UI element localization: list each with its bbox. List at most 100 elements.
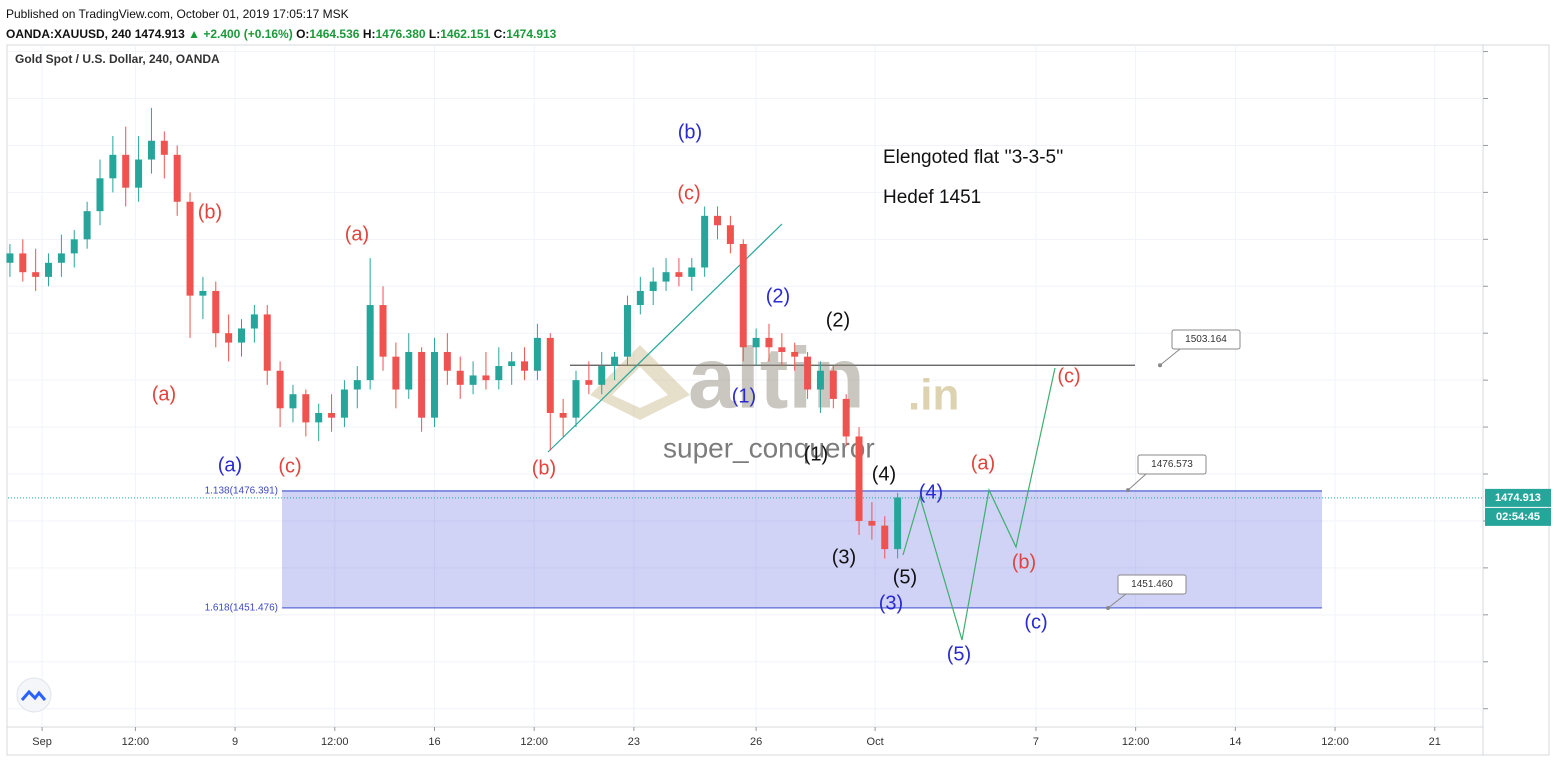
wave-label: (2) [766,285,790,307]
c: 1474.913 [506,27,557,41]
candle-body [135,159,143,188]
candle-body [495,366,503,381]
watermark-suffix: .in [908,371,959,420]
candle-body [688,267,696,277]
candle-body [868,520,876,526]
wave-label: (3) [879,592,903,614]
change: ▲ +2.400 (+0.16%) [188,27,293,41]
candle-body [199,290,207,296]
x-tick-label: 12:00 [1122,736,1150,748]
candle-body [366,305,374,381]
candle-body [623,305,631,357]
candle-body [804,356,812,390]
callout-anchor [1158,363,1162,368]
wave-label: (c) [1057,365,1080,387]
quote-line: OANDA:XAUUSD, 240 1474.913 ▲ +2.400 (+0.… [6,24,556,44]
wave-label: (a) [971,452,995,474]
wave-label: (a) [152,383,176,405]
candle-body [289,394,297,409]
watermark-logo [590,345,690,420]
x-tick-label: 23 [628,736,640,748]
x-tick-label: 12:00 [1321,736,1349,748]
frame [6,44,1550,756]
callout-pointer [1159,348,1181,366]
wave-label: (c) [677,182,700,204]
candle-body [430,351,438,418]
candle-body [546,337,554,413]
candle-body [508,361,516,367]
wave-label: Elengoted flat ''3-3-5'' [883,147,1063,168]
candle-body [276,370,284,409]
callout-anchor [1106,605,1110,610]
fib-label: 1.618(1451.476) [205,603,278,614]
candle-body [443,351,451,371]
wave-label: (b) [198,201,222,223]
watermark-brand: altin [688,331,865,427]
x-tick-label: 12:00 [321,736,349,748]
callout-box [1117,574,1187,595]
candle-body [32,272,40,277]
candle-body [752,337,760,348]
wave-label: (2) [826,309,850,331]
wave-label: (c) [278,455,301,477]
candles [6,107,902,559]
candle-body [662,272,670,282]
countdown-box [1485,507,1551,526]
candle-body [482,375,490,381]
candle-body [829,370,837,399]
x-tick-label: Sep [32,736,52,748]
candle-body [533,337,541,371]
fib-label: 1.138(1476.391) [205,486,278,497]
candle-body [225,333,233,343]
candle-body [302,394,310,423]
candle-body [122,154,130,188]
last-price-box [1485,488,1551,507]
wave-label: (b) [532,457,556,479]
candle-body [96,178,104,212]
x-tick-label: 16 [428,736,440,748]
callout-box [1137,454,1207,475]
candle-body [212,290,220,334]
candle-body [315,412,323,423]
last: 1474.913 [134,27,185,41]
h-label: H: [362,27,376,41]
l: 1462.151 [440,27,491,41]
candle-body [405,351,413,390]
o-label: O: [296,27,310,41]
candle-body [521,361,529,371]
watermark: altin .in super_conqueror [590,331,959,463]
x-tick-label: 7 [1033,736,1039,748]
candle-body [559,412,567,418]
candle-body [186,201,194,296]
candle-body [250,314,258,329]
candle-body [675,272,683,277]
projection-path [902,367,1056,641]
candle-body [765,337,773,348]
candle-body [894,497,902,550]
candle-body [636,290,644,306]
candle-body [572,380,580,418]
annotations: (b) (c) Elengoted flat ''3-3-5'' Hedef 1451… [152,121,1081,665]
candle-body [340,389,348,418]
candle-body [45,262,53,277]
wave-label: (4) [872,463,896,485]
candle-body [109,154,117,179]
wave-label: (b) [1012,551,1036,573]
callout-label: 1476.573 [1151,459,1193,470]
candle-body [57,253,65,263]
wave-label: (c) [1024,611,1047,633]
logo [16,677,52,713]
candle-body [739,244,747,348]
candle-body [238,328,246,343]
wave-label: (a) [218,454,242,476]
candle-body [379,305,387,357]
l-label: L: [428,27,441,41]
wave-label: Hedef 1451 [883,187,981,208]
candle-body [19,253,27,273]
candle-body [855,436,863,521]
o: 1464.536 [309,27,360,41]
candle-body [418,351,426,418]
candle-body [173,154,181,202]
callout-pointer [1107,593,1127,609]
